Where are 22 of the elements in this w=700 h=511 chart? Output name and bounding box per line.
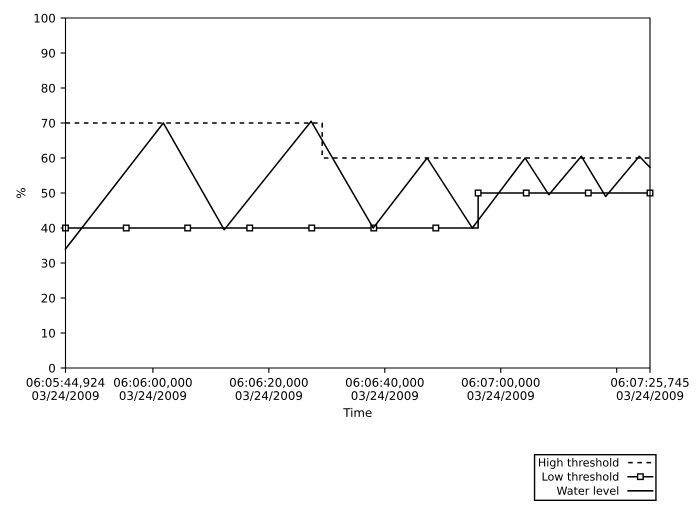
x-tick-label: 06:06:20,000 03/24/2009 — [230, 378, 308, 402]
y-tick-label: 50 — [42, 188, 55, 198]
y-tick-label: 60 — [42, 154, 55, 163]
y-tick-label: 0 — [49, 364, 55, 373]
y-tick-label: 90 — [42, 48, 55, 58]
legend-label: Water level — [556, 486, 618, 495]
x-axis-title: Time — [343, 408, 372, 418]
x-tick-label: 06:07:00,000 03/24/2009 — [462, 378, 540, 402]
legend-label: High threshold — [538, 458, 618, 469]
y-tick-label: 10 — [42, 328, 55, 338]
y-tick-label: 40 — [41, 224, 55, 233]
x-tick-label: 06:06:40,000 03/24/2009 — [346, 378, 424, 402]
y-tick-label: 70 — [42, 118, 55, 128]
x-tick-label: 06:07:25,745 03/24/2009 — [611, 378, 689, 402]
y-tick-label: 30 — [42, 258, 55, 268]
x-tick-label: 06:06:00,000 03/24/2009 — [114, 378, 192, 402]
y-tick-label: 20 — [42, 294, 55, 303]
y-tick-label: 80 — [42, 84, 55, 93]
y-tick-label: 100 — [34, 14, 55, 23]
y-axis-title: % — [16, 188, 26, 198]
legend-label: Low threshold — [542, 472, 618, 481]
x-tick-label: 06:05:44,924 03/24/2009 — [26, 378, 104, 402]
